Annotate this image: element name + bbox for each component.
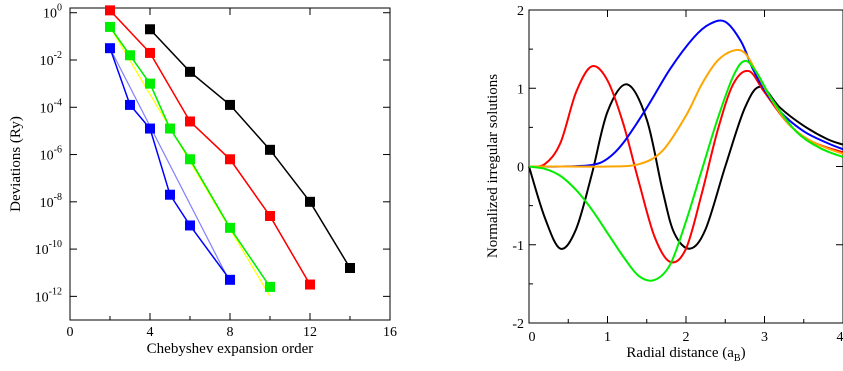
left-y-tick-label: 10-12	[35, 286, 62, 305]
left-data-point	[305, 196, 315, 207]
left-data-point	[265, 281, 275, 292]
left-data-point	[345, 263, 355, 273]
right-series-curve	[528, 65, 843, 264]
right-x-axis-title-end: )	[741, 345, 746, 361]
left-y-tick-label: 10-4	[40, 97, 62, 116]
left-y-tick-label: 10-2	[40, 50, 62, 69]
left-x-tick-label: 4	[147, 325, 154, 340]
left-data-point	[225, 154, 235, 165]
left-y-tick-label: 10-8	[40, 192, 62, 211]
right-y-tick-label: 1	[517, 82, 524, 97]
right-y-tick-label: -1	[512, 239, 524, 254]
left-x-tick-label: 8	[227, 325, 234, 340]
left-y-tick-label: 10-6	[40, 145, 62, 164]
right-x-axis-title-main: Radial distance (a	[626, 345, 734, 361]
left-x-tick-label: 0	[67, 325, 74, 340]
left-data-point	[225, 222, 235, 233]
right-axis-ticks: 0 1 2 3 4 2 1 0 -1 -2	[512, 4, 843, 345]
right-series-curve	[528, 19, 843, 168]
left-data-point	[305, 279, 315, 290]
left-data-point	[105, 21, 115, 32]
left-fit-line	[109, 47, 231, 283]
left-y-tick-label: 100	[43, 3, 62, 22]
left-data-series	[105, 5, 355, 297]
right-data-series	[528, 19, 843, 282]
right-series-curve	[528, 59, 843, 282]
left-series-line	[149, 28, 351, 269]
left-series-line	[109, 47, 231, 281]
right-series-curve	[528, 48, 843, 168]
left-data-point	[185, 154, 195, 165]
left-x-axis-title: Chebyshev expansion order	[147, 341, 314, 357]
right-y-tick-label: 0	[517, 161, 524, 176]
right-x-tick-label: 0	[529, 330, 536, 345]
left-data-point	[165, 123, 175, 134]
left-data-point	[145, 78, 155, 89]
left-data-point	[225, 99, 235, 110]
left-data-point	[185, 66, 195, 77]
left-data-point	[125, 50, 135, 61]
left-series-line	[109, 9, 311, 285]
right-chart: 0 1 2 3 4 2 1 0 -1 -2 Radial distance (aB) Normal…	[485, 4, 843, 364]
left-data-point	[105, 43, 115, 54]
left-data-point	[125, 99, 135, 110]
left-x-tick-label: 16	[383, 325, 397, 340]
left-data-point	[185, 220, 195, 231]
right-x-axis-title: Radial distance (aB)	[626, 345, 745, 364]
right-y-tick-label: -2	[512, 317, 524, 332]
left-data-point	[145, 24, 155, 35]
right-series-curve	[528, 83, 843, 250]
left-data-point	[145, 123, 155, 134]
left-data-point	[165, 189, 175, 200]
right-x-tick-label: 1	[604, 330, 611, 345]
left-x-tick-label: 12	[303, 325, 317, 340]
right-y-tick-label: 2	[517, 4, 524, 19]
left-y-axis-title: Deviations (Ry)	[8, 116, 24, 212]
left-y-tick-label: 10-10	[35, 239, 62, 258]
right-x-tick-label: 3	[761, 330, 768, 345]
left-data-point	[105, 5, 115, 16]
left-data-point	[265, 211, 275, 221]
right-x-tick-label: 2	[683, 330, 690, 345]
left-data-point	[185, 116, 195, 127]
left-axis-ticks: 0 4 8 12 16 100 10-2 10-4 10-6 10-8 10-10 10-12	[35, 3, 397, 340]
left-data-point	[145, 47, 155, 58]
left-data-point	[225, 274, 235, 285]
right-y-axis-title: Normalized irregular solutions	[485, 74, 501, 258]
left-data-point	[265, 144, 275, 155]
left-chart: 0 4 8 12 16 100 10-2 10-4 10-6 10-8 10-10 10-12 Che…	[8, 3, 397, 357]
right-x-axis-title-sub: B	[734, 353, 741, 364]
right-x-tick-label: 4	[837, 330, 843, 345]
